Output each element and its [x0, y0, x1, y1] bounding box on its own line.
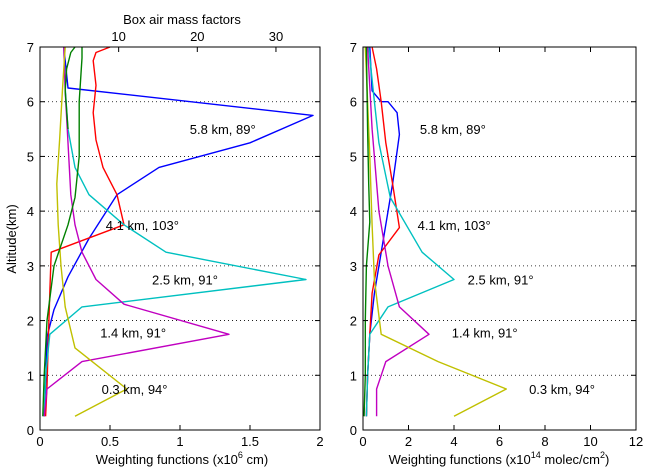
right-y-tick-label: 2: [350, 314, 357, 329]
left-y-tick-label: 7: [27, 40, 34, 55]
left-series-0-3km: [56, 46, 128, 417]
right-series-1-4km: [366, 46, 430, 417]
left-series-label: 4.1 km, 103°: [106, 218, 179, 233]
right-y-tick-label: 4: [350, 204, 357, 219]
left-x-tick-label: 0: [36, 434, 43, 449]
left-x-tick-label: 0.5: [101, 434, 119, 449]
left-series-label: 1.4 km, 91°: [100, 326, 166, 341]
left-y-tick-label: 1: [27, 368, 34, 383]
right-series-label: 0.3 km, 94°: [529, 382, 595, 397]
left-y-tick-label: 5: [27, 149, 34, 164]
left-y-tick-label: 4: [27, 204, 34, 219]
left-series-label: 0.3 km, 94°: [102, 382, 168, 397]
left-x-tick-label: 2: [316, 434, 323, 449]
top-axis-tick-label: 20: [190, 29, 204, 44]
left-y-tick-label: 2: [27, 314, 34, 329]
left-series-label: 2.5 km, 91°: [152, 273, 218, 288]
right-x-tick-label: 10: [583, 434, 597, 449]
right-x-tick-label: 12: [629, 434, 643, 449]
right-series-2-5km: [365, 46, 455, 417]
left-x-tick-label: 1: [176, 434, 183, 449]
top-axis-tick-label: 30: [269, 29, 283, 44]
x-axis-title-left: Weighting functions (x106 cm): [96, 450, 268, 467]
right-series-label: 1.4 km, 91°: [452, 326, 518, 341]
right-panel: 5.8 km, 89° 4.1 km, 103° 2.5 km, 91° 1.4 km…: [350, 40, 643, 449]
right-y-tick-label: 1: [350, 368, 357, 383]
left-plot-frame: [39, 46, 321, 431]
top-axis-tick-label: 10: [111, 29, 125, 44]
right-plot-frame: [362, 46, 637, 431]
right-series-extra-5: [363, 46, 371, 417]
right-y-tick-label: 0: [350, 423, 357, 438]
left-series-label: 5.8 km, 89°: [190, 122, 256, 137]
x-axis-title-right: Weighting functions (x1014 molec/cm2): [389, 450, 610, 467]
right-y-tick-label: 5: [350, 149, 357, 164]
right-y-tick-label: 7: [350, 40, 357, 55]
left-series-extra-5: [42, 47, 83, 417]
left-y-tick-label: 3: [27, 259, 34, 274]
left-panel: 5.8 km, 89° 4.1 km, 103° 2.5 km, 91° 1.4 km…: [27, 29, 324, 449]
right-series-0-3km: [364, 46, 507, 417]
y-axis-title-left: Altitude(km): [4, 204, 19, 273]
right-y-tick-label: 3: [350, 259, 357, 274]
left-series-4-1km: [44, 46, 125, 417]
left-series-extra-6: [64, 46, 76, 130]
right-x-tick-label: 0: [359, 434, 366, 449]
right-x-tick-label: 8: [541, 434, 548, 449]
right-series-label: 5.8 km, 89°: [420, 122, 486, 137]
right-x-tick-label: 6: [496, 434, 503, 449]
left-series-5-8km: [43, 46, 314, 417]
right-y-tick-label: 6: [350, 95, 357, 110]
right-x-tick-label: 2: [405, 434, 412, 449]
left-x-tick-label: 1.5: [241, 434, 259, 449]
left-y-tick-label: 6: [27, 95, 34, 110]
right-x-tick-label: 4: [450, 434, 457, 449]
left-y-tick-label: 0: [27, 423, 34, 438]
top-axis-title: Box air mass factors: [123, 12, 241, 27]
right-series-label: 4.1 km, 103°: [418, 218, 491, 233]
left-series-1-4km: [43, 46, 230, 417]
right-series-label: 2.5 km, 91°: [468, 273, 534, 288]
